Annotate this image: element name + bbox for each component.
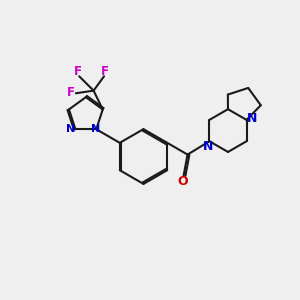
Text: F: F	[67, 86, 75, 99]
Text: O: O	[178, 175, 188, 188]
Text: N: N	[247, 112, 257, 125]
Text: N: N	[92, 124, 100, 134]
Text: N: N	[203, 140, 214, 154]
Text: F: F	[74, 64, 82, 78]
Text: N: N	[66, 124, 75, 134]
Text: F: F	[101, 64, 109, 78]
